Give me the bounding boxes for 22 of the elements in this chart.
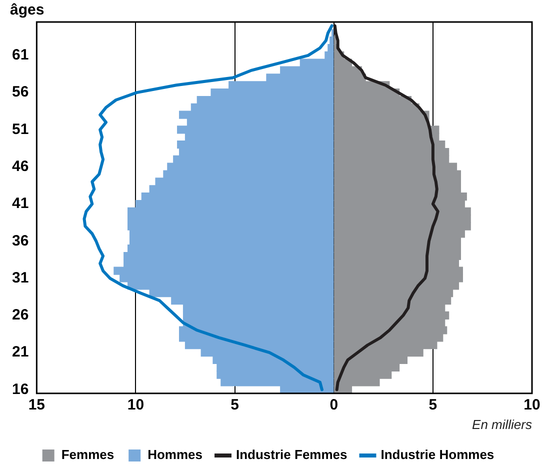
y-tick-label: 41 — [12, 195, 29, 212]
y-tick-label: 51 — [12, 120, 29, 138]
x-tick-label: 5 — [428, 396, 438, 414]
y-tick-label: 21 — [12, 344, 29, 361]
x-axis-title: En milliers — [472, 416, 532, 432]
x-tick-label: 15 — [28, 396, 46, 414]
y-tick-label: 26 — [12, 306, 29, 324]
y-tick-label: 16 — [12, 380, 29, 398]
legend-label: Hommes — [148, 447, 203, 462]
y-tick-label: 36 — [12, 232, 29, 250]
legend-label: Industrie Femmes — [236, 447, 348, 462]
legend-label: Industrie Hommes — [380, 447, 494, 462]
y-tick-label: 31 — [12, 269, 29, 286]
y-axis-title: âges — [10, 2, 44, 19]
x-tick-label: 5 — [230, 396, 239, 414]
x-tick-label: 10 — [127, 396, 144, 414]
y-tick-label: 56 — [12, 84, 29, 101]
x-tick-label: 0 — [330, 396, 338, 414]
legend-label: Femmes — [61, 447, 114, 462]
x-tick-label: 10 — [524, 396, 540, 414]
y-tick-label: 61 — [12, 46, 29, 64]
y-tick-label: 46 — [12, 158, 29, 175]
